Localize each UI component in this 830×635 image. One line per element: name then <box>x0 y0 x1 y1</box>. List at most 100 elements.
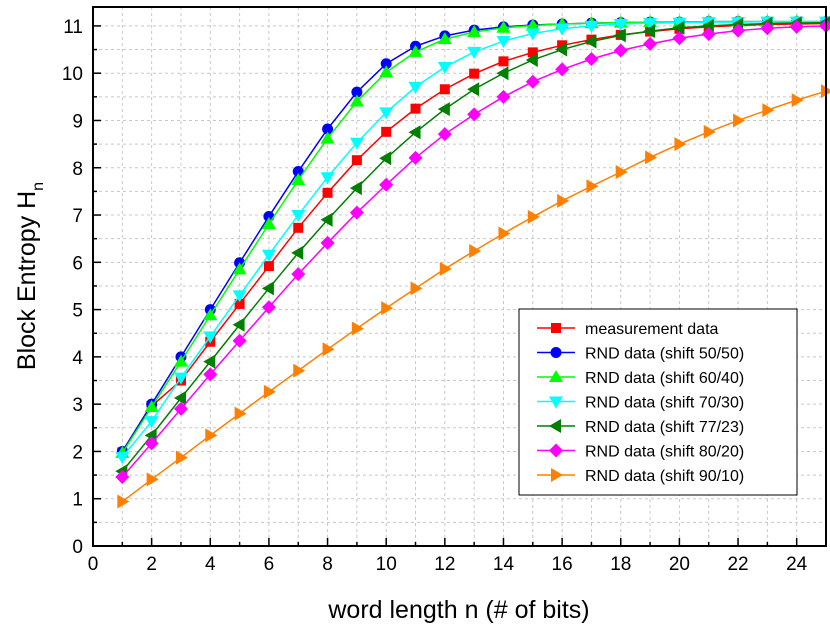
series-7 <box>117 84 830 509</box>
data-point <box>496 36 511 49</box>
legend-marker <box>549 396 563 409</box>
data-point <box>674 137 687 152</box>
data-point <box>351 321 364 336</box>
data-point <box>293 222 304 233</box>
data-point <box>173 372 188 385</box>
data-point <box>437 62 452 75</box>
data-point <box>115 452 130 465</box>
x-tick-label: 10 <box>376 554 397 575</box>
data-point <box>349 94 364 107</box>
data-point <box>557 40 568 51</box>
data-point <box>203 331 218 344</box>
data-point <box>232 262 247 275</box>
x-tick-label: 24 <box>786 554 808 575</box>
y-tick-label: 10 <box>62 64 83 85</box>
data-point <box>584 20 599 33</box>
data-point <box>613 19 628 32</box>
legend-label: RND data (shift 50/50) <box>585 346 744 363</box>
data-point <box>144 399 159 412</box>
data-point <box>555 62 570 77</box>
data-point <box>291 245 304 260</box>
x-tick-label: 22 <box>727 554 748 575</box>
x-tick-label: 20 <box>669 554 690 575</box>
data-point <box>291 210 306 223</box>
data-point <box>203 367 218 382</box>
legend-marker <box>550 347 562 358</box>
y-tick-label: 11 <box>63 17 83 38</box>
data-point <box>320 235 335 250</box>
data-point <box>439 84 450 95</box>
y-tick-label: 0 <box>72 537 83 558</box>
legend-marker <box>551 468 563 482</box>
data-point <box>613 43 628 58</box>
data-point <box>349 181 362 196</box>
data-point <box>320 131 335 144</box>
legend-entry-6: RND data (shift 80/20) <box>537 443 744 461</box>
legend-entry-7: RND data (shift 90/10) <box>537 468 744 485</box>
data-point <box>584 52 599 67</box>
data-point <box>379 65 394 78</box>
data-point <box>527 209 540 224</box>
data-point <box>261 249 276 262</box>
data-point <box>615 165 628 180</box>
data-point <box>525 52 538 67</box>
x-tick-label: 14 <box>493 554 515 575</box>
data-point <box>408 81 423 94</box>
data-point <box>261 217 276 230</box>
data-point <box>263 384 276 399</box>
data-point <box>408 125 421 140</box>
data-point <box>731 23 746 38</box>
data-point <box>525 18 540 31</box>
data-point <box>203 308 218 321</box>
y-tick-label: 7 <box>72 206 83 227</box>
data-point <box>408 44 423 57</box>
data-point <box>349 205 364 220</box>
data-point <box>613 28 626 43</box>
data-point <box>292 166 304 178</box>
data-point <box>410 281 423 296</box>
x-tick-label: 0 <box>88 554 99 575</box>
data-point <box>408 150 423 165</box>
data-point <box>672 17 687 30</box>
data-point <box>643 36 658 51</box>
data-point <box>232 333 247 348</box>
data-point <box>263 261 274 272</box>
data-point <box>117 494 130 509</box>
data-point <box>760 21 775 36</box>
data-point <box>379 151 392 166</box>
data-point <box>437 102 450 117</box>
data-point <box>381 301 394 316</box>
data-point <box>557 193 570 208</box>
legend-entry-3: RND data (shift 60/40) <box>537 370 744 387</box>
legend: measurement data RND data (shift 50/50) RN… <box>518 308 798 496</box>
data-point <box>498 226 511 241</box>
data-point <box>467 46 482 59</box>
data-point <box>173 401 188 416</box>
data-point <box>322 187 333 198</box>
data-point <box>232 290 247 303</box>
x-tick-label: 18 <box>610 554 631 575</box>
y-tick-label: 3 <box>72 395 83 416</box>
data-point <box>322 342 335 357</box>
data-point <box>733 113 746 128</box>
data-point <box>203 354 216 369</box>
data-point <box>173 391 186 406</box>
data-point <box>234 406 247 421</box>
data-point <box>439 261 452 276</box>
data-point <box>496 89 511 104</box>
legend-marker <box>549 443 563 458</box>
data-point <box>586 179 599 194</box>
data-point <box>584 34 597 49</box>
legend-marker <box>549 419 561 433</box>
data-point <box>555 42 568 57</box>
data-point <box>381 126 392 137</box>
plot-frame <box>92 6 827 547</box>
x-axis-title: word length n (# of bits) <box>327 596 589 624</box>
data-point <box>643 18 658 31</box>
y-tick-label: 1 <box>72 490 83 511</box>
data-point <box>645 150 658 165</box>
data-point <box>791 93 804 108</box>
data-point <box>672 31 687 46</box>
y-tick-label: 5 <box>72 301 83 322</box>
